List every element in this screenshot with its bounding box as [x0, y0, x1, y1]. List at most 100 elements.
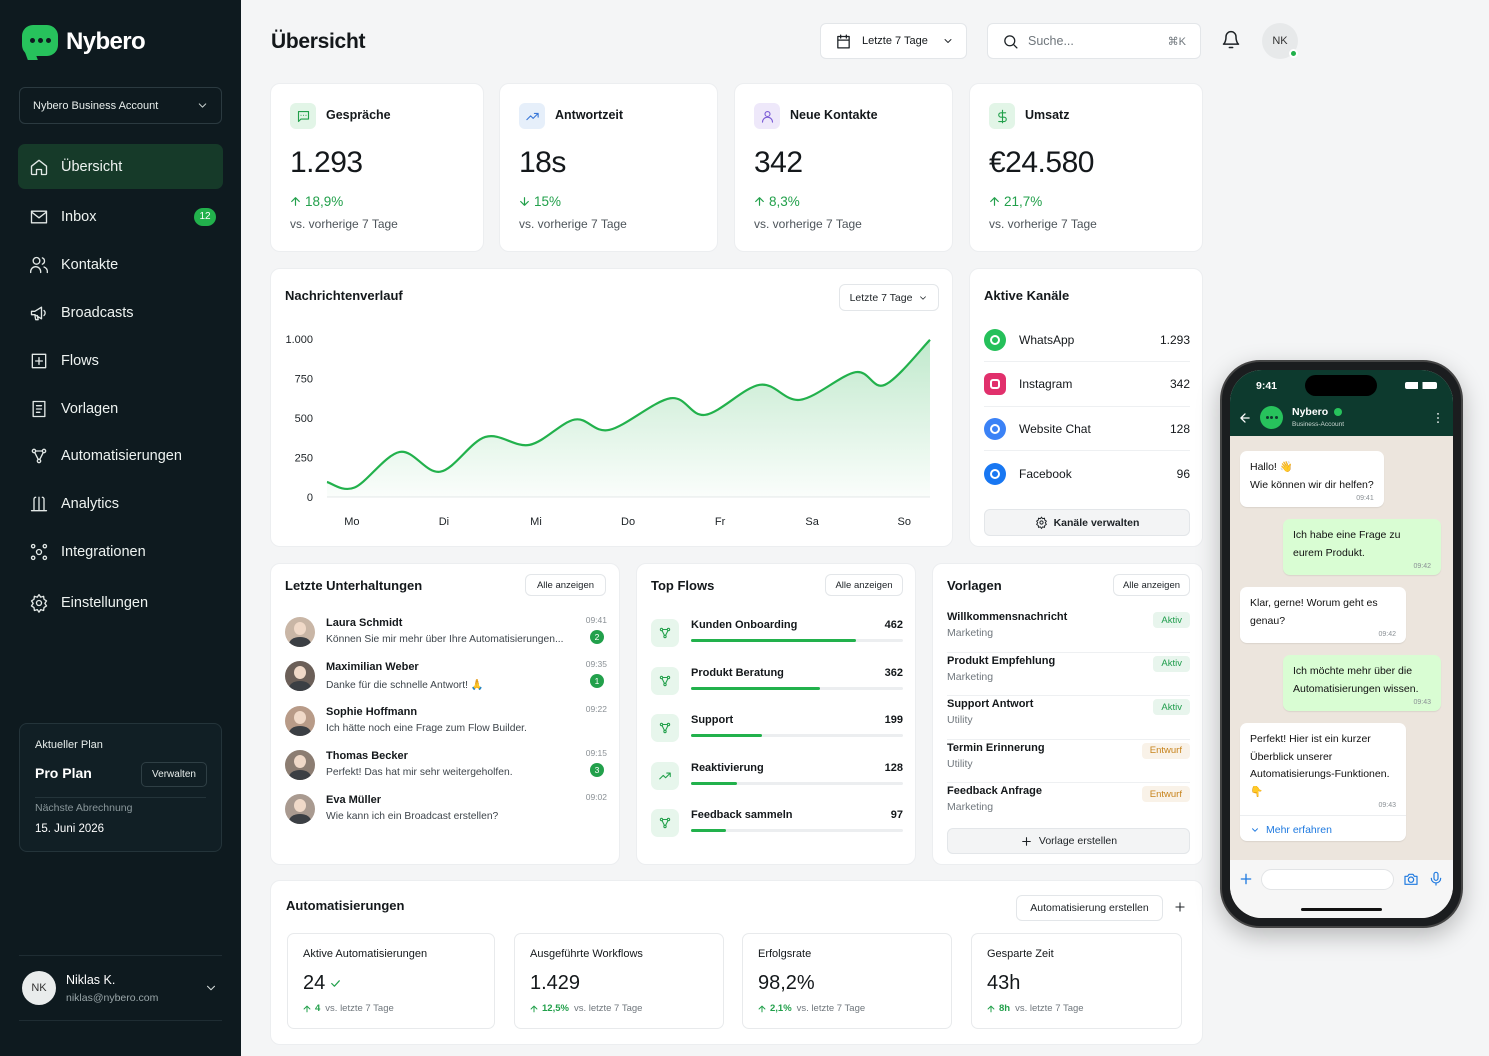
flow-row[interactable]: Feedback sammeln 97: [651, 807, 903, 841]
stat-note: vs. vorherige 7 Tage: [754, 217, 862, 231]
notifications[interactable]: [1221, 30, 1243, 52]
icon-shape: [30, 496, 48, 511]
channels-card: Aktive Kanäle WhatsApp 1.293 Instagram 342 We…: [969, 268, 1203, 547]
message-input[interactable]: [1261, 869, 1394, 890]
view-all-button[interactable]: Alle anzeigen: [525, 574, 606, 596]
conversation-row[interactable]: Thomas Becker Perfekt! Das hat mir sehr w…: [285, 748, 607, 786]
bot-message: Hallo! 👋 Wie können wir dir helfen? 09:41: [1240, 451, 1384, 507]
contact-name: Nybero: [1292, 406, 1329, 418]
conversation-row[interactable]: Sophie Hoffmann Ich hätte noch eine Frage…: [285, 704, 607, 742]
range-select[interactable]: Letzte 7 Tage: [820, 23, 967, 59]
nav-item[interactable]: Flows: [18, 338, 223, 383]
template-row[interactable]: Produkt Empfehlung Marketing Aktiv: [947, 653, 1190, 696]
nav-label: Flows: [61, 352, 99, 369]
nav-item[interactable]: Integrationen: [18, 529, 223, 574]
template-row[interactable]: Willkommensnachricht Marketing Aktiv: [947, 609, 1190, 653]
account-select[interactable]: Nybero Business Account: [19, 87, 222, 124]
icon-shape: [1430, 871, 1442, 886]
plan-heading: Aktueller Plan: [35, 739, 103, 751]
nav-label: Inbox: [61, 208, 97, 225]
conversation-time: 09:22: [585, 703, 607, 714]
search-box[interactable]: Suche... ⌘K: [987, 23, 1201, 59]
message-time: 09:42: [1378, 631, 1396, 638]
nav-item[interactable]: Einstellungen: [18, 580, 223, 625]
icon: [659, 817, 671, 829]
conversation-preview: Können Sie mir mehr über Ihre Automatisi…: [326, 634, 564, 645]
phone-screen: 9:41 Nybero Business-Account Hallo! 👋 Wie k…: [1230, 370, 1453, 918]
icon-shape: [659, 722, 671, 734]
flow-bar: [691, 639, 856, 642]
nav-label: Vorlagen: [61, 400, 119, 417]
channels-title: Aktive Kanäle: [984, 288, 1070, 303]
header-avatar[interactable]: NK: [1262, 23, 1298, 59]
kpi-value: 98,2%: [758, 972, 815, 994]
flow-row[interactable]: Kunden Onboarding 462: [651, 617, 903, 651]
template-row[interactable]: Feedback Anfrage Marketing Entwurf: [947, 783, 1190, 827]
conversation-row[interactable]: Maximilian Weber Danke für die schnelle A…: [285, 659, 607, 697]
conversation-preview: Wie kann ich ein Broadcast erstellen?: [326, 811, 499, 823]
nav-item[interactable]: Inbox 12: [18, 194, 223, 239]
icon: [990, 197, 999, 206]
nav-item[interactable]: Analytics: [18, 481, 223, 526]
y-tick-label: 250: [295, 453, 313, 465]
nav-item[interactable]: Übersicht: [18, 144, 223, 189]
y-tick-label: 500: [295, 413, 313, 425]
message-link[interactable]: Mehr erfahren: [1240, 815, 1406, 839]
icon: [31, 353, 47, 368]
channels-button[interactable]: Kanäle verwalten: [984, 509, 1190, 536]
chart: 0 250 500 750 1.000 Mo Di Mi Do Fr Sa So: [285, 334, 931, 528]
channel-count: 128: [1169, 421, 1190, 436]
icon: [1404, 873, 1418, 885]
logo-dot: [1274, 416, 1278, 419]
nav-label: Integrationen: [61, 543, 146, 560]
stat-label: Gespräche: [326, 108, 391, 122]
add-button[interactable]: [1173, 900, 1189, 916]
y-tick-label: 0: [307, 492, 313, 504]
nav-badge: 12: [194, 207, 216, 226]
icon: [1022, 836, 1031, 846]
channel-icon-inner: [990, 469, 1000, 479]
user-menu[interactable]: NK Niklas K. niklas@nybero.com: [22, 970, 222, 1006]
avatar-body: [289, 769, 311, 780]
user-email: niklas@nybero.com: [66, 991, 159, 1004]
contact-name: Thomas Becker: [326, 749, 408, 762]
nav-item[interactable]: Kontakte: [18, 242, 223, 287]
chart-range[interactable]: Letzte 7 Tage: [839, 284, 939, 311]
kpi-box: Gesparte Zeit 43h 8h vs. letzte 7 Tage: [971, 933, 1182, 1029]
conversation-row[interactable]: Laura Schmidt Können Sie mir mehr über Ih…: [285, 615, 607, 653]
icon: [997, 109, 1007, 123]
contact-avatar: [285, 617, 315, 647]
nav-item[interactable]: Broadcasts: [18, 290, 223, 335]
flow-row[interactable]: Reaktivierung 128: [651, 760, 903, 794]
icon-shape: [659, 817, 671, 829]
contact-name: Eva Müller: [326, 794, 382, 807]
stat-value: 1.293: [290, 146, 363, 179]
kpi-value-row: 24: [303, 972, 342, 995]
kpi-value: 1.429: [530, 972, 581, 994]
conversation-row[interactable]: Eva Müller Wie kann ich ein Broadcast ers…: [285, 792, 607, 830]
nav-item[interactable]: Vorlagen: [18, 386, 223, 431]
flow-row[interactable]: Produkt Beratung 362: [651, 665, 903, 699]
nav-label: Broadcasts: [61, 304, 134, 321]
stat-change: 15%: [518, 194, 561, 209]
flow-row[interactable]: Support 199: [651, 712, 903, 746]
icon-shape: [1004, 34, 1018, 49]
template-row[interactable]: Termin Erinnerung Utility Entwurf: [947, 740, 1190, 783]
create-automation-button[interactable]: Automatisierung erstellen: [1016, 895, 1163, 921]
stat-icon: [754, 103, 780, 129]
icon-shape: [758, 1005, 766, 1012]
view-all-button[interactable]: Alle anzeigen: [825, 574, 903, 596]
nav-item[interactable]: Automatisierungen: [18, 433, 223, 478]
user-name: Niklas K.: [66, 972, 116, 987]
template-row[interactable]: Support Antwort Utility Aktiv: [947, 696, 1190, 740]
view-all-button[interactable]: Alle anzeigen: [1113, 574, 1190, 596]
phone-mockup: 9:41 Nybero Business-Account Hallo! 👋 Wie k…: [1220, 360, 1463, 928]
channel-name: Instagram: [1019, 377, 1073, 391]
logo-dot: [1265, 416, 1269, 419]
create-template-button[interactable]: Vorlage erstellen: [947, 828, 1190, 854]
icon-shape: [30, 593, 48, 613]
icon-shape: [206, 985, 216, 991]
avatar-body: [289, 637, 311, 647]
main-area: Übersicht Letzte 7 Tage Suche... ⌘K NK Gesprä…: [241, 0, 1489, 1056]
plan-button[interactable]: Verwalten: [141, 762, 207, 787]
